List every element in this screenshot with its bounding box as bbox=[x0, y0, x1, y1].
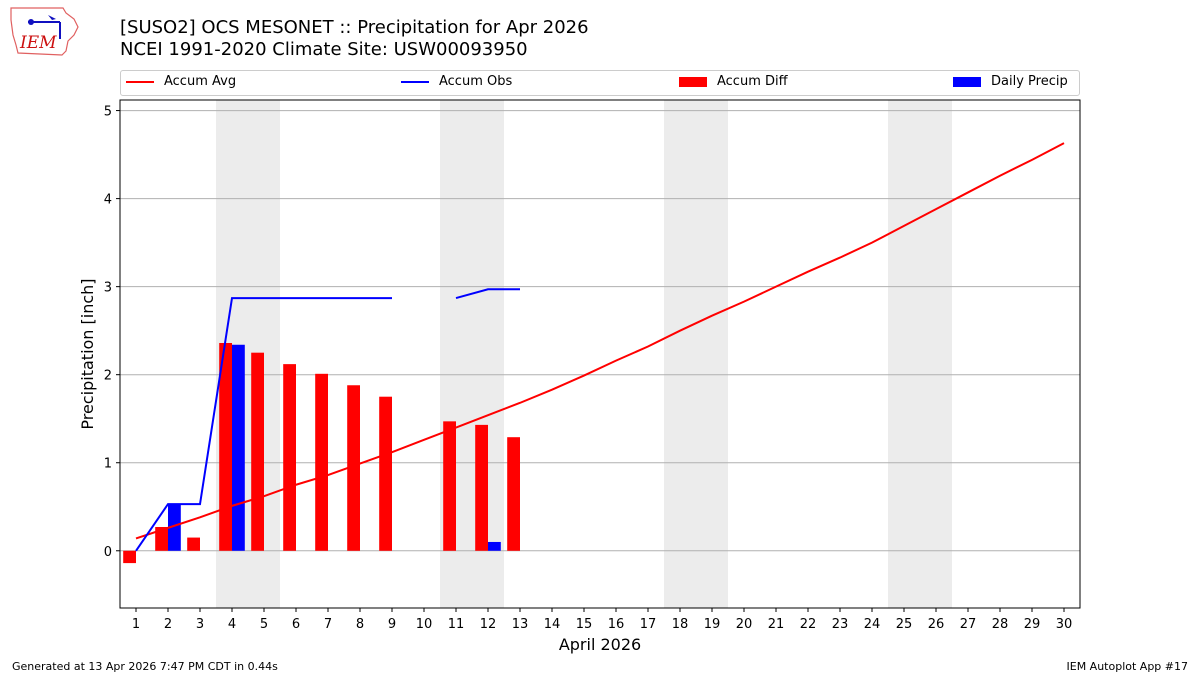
y-axis-label: Precipitation [inch] bbox=[78, 278, 97, 429]
daily-precip-bar bbox=[168, 504, 181, 551]
y-tick-label: 4 bbox=[104, 193, 112, 208]
x-tick-label: 7 bbox=[324, 617, 332, 632]
x-tick-label: 18 bbox=[672, 617, 689, 632]
x-tick-label: 23 bbox=[832, 617, 849, 632]
x-tick-label: 9 bbox=[388, 617, 396, 632]
x-tick-label: 15 bbox=[576, 617, 593, 632]
accum-diff-bar bbox=[155, 527, 168, 551]
iem-logo: IEM bbox=[8, 5, 80, 61]
accum-obs-line bbox=[135, 297, 392, 552]
x-tick-label: 29 bbox=[1024, 617, 1041, 632]
x-tick-label: 28 bbox=[992, 617, 1009, 632]
accum-diff-bar bbox=[379, 396, 392, 551]
y-tick-label: 1 bbox=[104, 457, 112, 472]
y-tick-label: 2 bbox=[104, 369, 112, 384]
legend-accum-diff: Accum Diff bbox=[679, 74, 788, 89]
footer-generated: Generated at 13 Apr 2026 7:47 PM CDT in … bbox=[12, 660, 278, 673]
legend-accum-avg: Accum Avg bbox=[126, 74, 236, 89]
x-tick-label: 10 bbox=[416, 617, 433, 632]
accum-diff-bar bbox=[187, 537, 200, 551]
x-tick-label: 30 bbox=[1056, 617, 1073, 632]
legend: Accum Avg Accum Obs Accum Diff Daily Pre… bbox=[120, 70, 1080, 96]
x-tick-label: 6 bbox=[292, 617, 300, 632]
x-tick-label: 8 bbox=[356, 617, 364, 632]
x-tick-label: 5 bbox=[260, 617, 268, 632]
x-tick-label: 27 bbox=[960, 617, 977, 632]
x-tick-label: 13 bbox=[512, 617, 529, 632]
y-tick-label: 0 bbox=[104, 545, 112, 560]
x-tick-label: 22 bbox=[800, 617, 817, 632]
plot-frame bbox=[119, 99, 1081, 609]
legend-daily-precip: Daily Precip bbox=[953, 74, 1068, 89]
x-tick-label: 20 bbox=[736, 617, 753, 632]
footer-app: IEM Autoplot App #17 bbox=[1066, 660, 1189, 673]
x-tick-label: 26 bbox=[928, 617, 945, 632]
weekend-band bbox=[888, 100, 952, 608]
chart-subtitle: NCEI 1991-2020 Climate Site: USW00093950 bbox=[120, 39, 528, 60]
legend-accum-obs: Accum Obs bbox=[401, 74, 512, 89]
daily-precip-bar bbox=[232, 344, 245, 551]
weekend-band bbox=[664, 100, 728, 608]
y-tick-label: 3 bbox=[104, 281, 112, 296]
accum-diff-bar bbox=[347, 385, 360, 551]
daily-precip-bar bbox=[488, 541, 501, 551]
accum-diff-bar bbox=[315, 373, 328, 551]
x-tick-label: 1 bbox=[132, 617, 140, 632]
accum-avg-line bbox=[135, 142, 1065, 540]
x-tick-label: 25 bbox=[896, 617, 913, 632]
x-tick-label: 24 bbox=[864, 617, 881, 632]
accum-diff-bar bbox=[251, 352, 264, 551]
x-tick-label: 21 bbox=[768, 617, 785, 632]
logo-text: IEM bbox=[19, 33, 57, 53]
accum-diff-bar bbox=[475, 424, 488, 551]
accum-diff-bar bbox=[219, 342, 232, 551]
x-tick-label: 11 bbox=[448, 617, 465, 632]
accum-diff-bar bbox=[507, 437, 520, 551]
x-tick-label: 12 bbox=[480, 617, 497, 632]
x-tick-label: 19 bbox=[704, 617, 721, 632]
y-tick-label: 5 bbox=[104, 105, 112, 120]
accum-diff-bar bbox=[443, 421, 456, 551]
x-tick-label: 4 bbox=[228, 617, 236, 632]
x-tick-label: 14 bbox=[544, 617, 561, 632]
x-tick-label: 2 bbox=[164, 617, 172, 632]
accum-diff-bar bbox=[283, 364, 296, 551]
x-tick-label: 3 bbox=[196, 617, 204, 632]
accum-obs-line bbox=[455, 288, 520, 300]
accum-diff-bar bbox=[123, 550, 136, 564]
x-axis-label: April 2026 bbox=[559, 635, 641, 654]
x-tick-label: 16 bbox=[608, 617, 625, 632]
chart-title: [SUSO2] OCS MESONET :: Precipitation for… bbox=[120, 17, 589, 38]
x-tick-label: 17 bbox=[640, 617, 657, 632]
